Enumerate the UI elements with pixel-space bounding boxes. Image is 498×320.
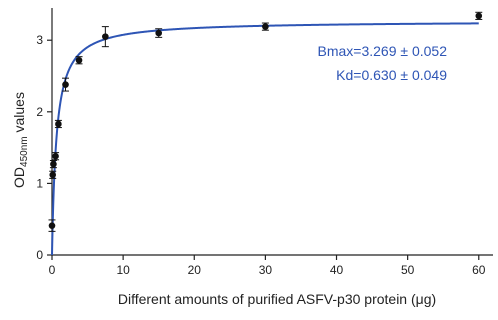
x-axis-title: Different amounts of purified ASFV-p30 p… <box>118 291 436 307</box>
data-point <box>48 222 56 229</box>
data-point <box>50 160 57 168</box>
x-tick-label: 50 <box>401 263 415 277</box>
y-tick-label: 2 <box>36 105 43 119</box>
data-point <box>102 33 109 40</box>
y-axis-title-prefix: OD <box>11 167 27 188</box>
y-axis-title: OD450nm values <box>11 92 30 188</box>
data-point <box>62 81 69 88</box>
data-point <box>155 29 162 37</box>
axes-layer: 0 10 20 30 40 50 60 0 1 2 3 <box>36 8 493 277</box>
bmax-annotation: Bmax=3.269 ± 0.052 <box>318 43 448 59</box>
x-tick-label: 60 <box>472 263 486 277</box>
data-point <box>52 152 59 160</box>
x-tick-label: 40 <box>330 263 344 277</box>
kd-annotation: Kd=0.630 ± 0.049 <box>336 67 447 83</box>
y-tick-label: 0 <box>36 248 43 262</box>
text-layer: Different amounts of purified ASFV-p30 p… <box>11 43 447 307</box>
data-point <box>475 12 483 20</box>
x-tick-label: 0 <box>49 263 56 277</box>
x-tick-label: 10 <box>116 263 130 277</box>
data-point <box>262 23 269 30</box>
x-tick-label: 30 <box>259 263 273 277</box>
y-tick-label: 1 <box>36 176 43 190</box>
points-layer <box>48 11 483 232</box>
y-tick-label: 3 <box>36 33 43 47</box>
y-axis-title-subscript: 450nm <box>19 136 30 167</box>
data-point <box>75 56 83 64</box>
data-point <box>49 171 57 179</box>
y-axis-title-suffix: values <box>11 92 27 136</box>
x-tick-label: 20 <box>188 263 202 277</box>
data-point <box>55 120 62 128</box>
